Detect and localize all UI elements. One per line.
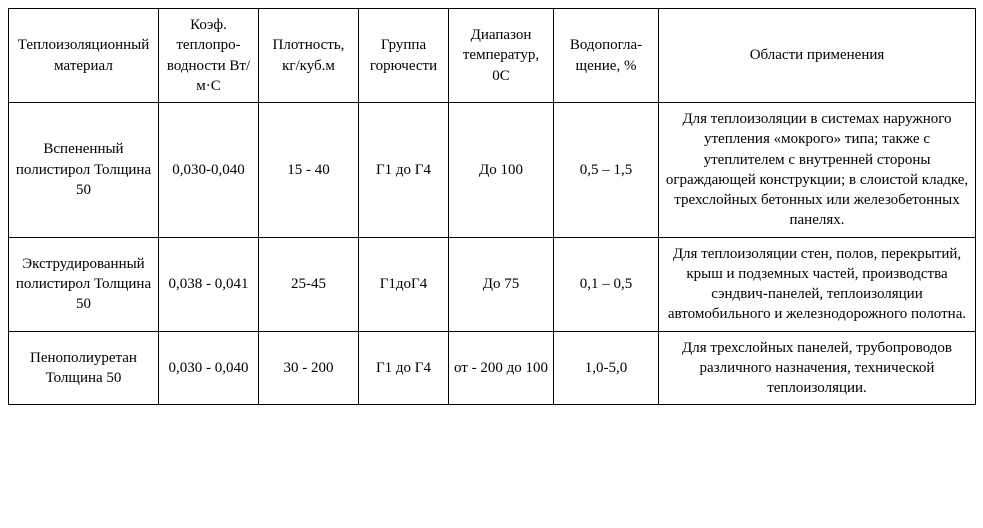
col-header-flammability: Группа горючести	[359, 9, 449, 103]
cell-density: 25-45	[259, 237, 359, 331]
table-header-row: Теплоизоляционный материал Коэф. теплопр…	[9, 9, 976, 103]
col-header-water-abs: Водопогла-щение, %	[554, 9, 659, 103]
cell-density: 30 - 200	[259, 331, 359, 405]
cell-water-abs: 0,1 – 0,5	[554, 237, 659, 331]
cell-flammability: Г1 до Г4	[359, 103, 449, 238]
col-header-conductivity: Коэф. теплопро-водности Вт/м·С	[159, 9, 259, 103]
cell-temp-range: от - 200 до 100	[449, 331, 554, 405]
cell-material: Экструдированный полистирол Толщина 50	[9, 237, 159, 331]
cell-conductivity: 0,030 - 0,040	[159, 331, 259, 405]
cell-material: Вспененный полистирол Толщина 50	[9, 103, 159, 238]
cell-applications: Для трехслойных панелей, трубопроводов р…	[659, 331, 976, 405]
cell-conductivity: 0,030-0,040	[159, 103, 259, 238]
cell-water-abs: 1,0-5,0	[554, 331, 659, 405]
cell-conductivity: 0,038 - 0,041	[159, 237, 259, 331]
table-row: Пенополиуретан Толщина 50 0,030 - 0,040 …	[9, 331, 976, 405]
cell-temp-range: До 75	[449, 237, 554, 331]
cell-applications: Для теплоизоляции в системах наружного у…	[659, 103, 976, 238]
col-header-material: Теплоизоляционный материал	[9, 9, 159, 103]
col-header-temp-range: Диапазон температур, 0С	[449, 9, 554, 103]
cell-flammability: Г1 до Г4	[359, 331, 449, 405]
cell-material: Пенополиуретан Толщина 50	[9, 331, 159, 405]
cell-flammability: Г1доГ4	[359, 237, 449, 331]
table-row: Экструдированный полистирол Толщина 50 0…	[9, 237, 976, 331]
col-header-density: Плотность, кг/куб.м	[259, 9, 359, 103]
cell-applications: Для теплоизоляции стен, полов, перекрыти…	[659, 237, 976, 331]
table-row: Вспененный полистирол Толщина 50 0,030-0…	[9, 103, 976, 238]
cell-temp-range: До 100	[449, 103, 554, 238]
cell-water-abs: 0,5 – 1,5	[554, 103, 659, 238]
col-header-applications: Области применения	[659, 9, 976, 103]
insulation-materials-table: Теплоизоляционный материал Коэф. теплопр…	[8, 8, 976, 405]
cell-density: 15 - 40	[259, 103, 359, 238]
